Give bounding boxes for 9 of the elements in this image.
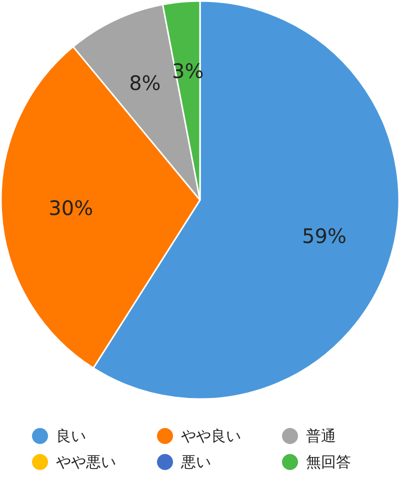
- legend-label: 無回答: [306, 453, 351, 471]
- legend-label: やや良い: [181, 427, 241, 445]
- data-label: 59%: [302, 224, 346, 248]
- legend-label: 良い: [56, 427, 86, 445]
- data-label: 8%: [129, 70, 161, 95]
- data-label: 30%: [48, 196, 94, 220]
- legend-label: 悪い: [180, 453, 211, 471]
- legend-label: 普通: [306, 427, 336, 445]
- legend-label: やや悪い: [56, 453, 116, 471]
